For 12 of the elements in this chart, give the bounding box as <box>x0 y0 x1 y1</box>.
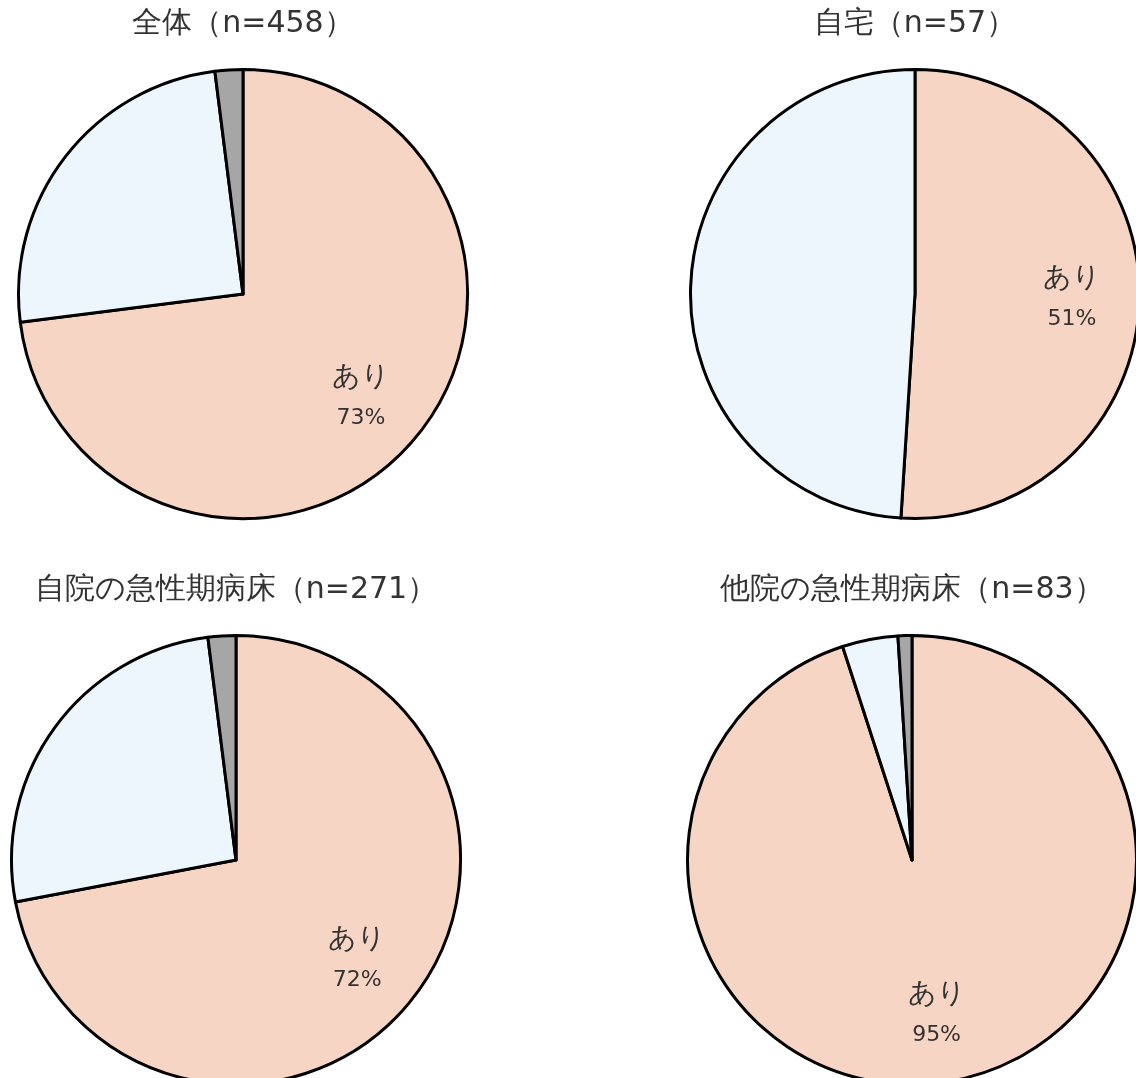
chart-title: 全体（n=458） <box>132 3 354 41</box>
chart-title: 自院の急性期病床（n=271） <box>34 569 438 607</box>
data-label: 95% <box>912 1020 962 1046</box>
slice-label: あり <box>331 359 390 393</box>
slice-label: あり <box>328 921 387 955</box>
data-label: 51% <box>1047 304 1097 330</box>
chart-title: 自宅（n=57） <box>813 3 1017 41</box>
slice-label: あり <box>907 976 966 1010</box>
data-label: 72% <box>332 965 382 991</box>
data-label: 73% <box>336 403 386 429</box>
chart-title: 他院の急性期病床（n=83） <box>720 569 1104 607</box>
slice-label: あり <box>1043 260 1102 294</box>
